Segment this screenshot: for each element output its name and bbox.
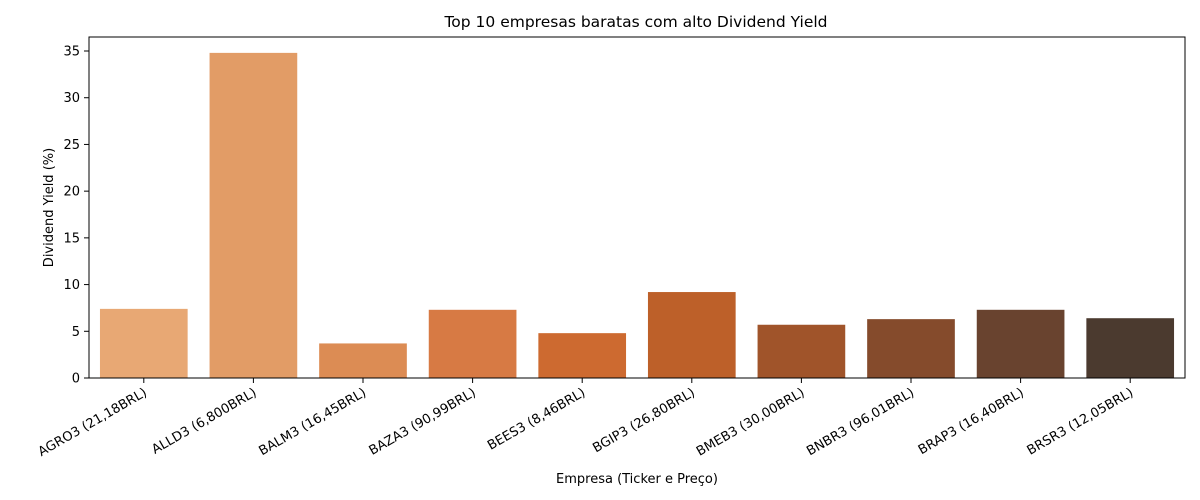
x-tick-label-9: BRSR3 (12,05BRL) (1025, 385, 1137, 458)
y-axis: 0 5 10 15 20 25 30 35 (63, 45, 89, 387)
bars-group (99, 52, 1175, 378)
plot-frame (88, 36, 1186, 379)
chart-title: Top 10 empresas baratas com alto Dividen… (443, 13, 827, 31)
x-tick-label-4: BEES3 (8,46BRL) (485, 385, 588, 453)
y-tick-label-1: 5 (72, 325, 80, 340)
y-tick-label-5: 25 (63, 138, 80, 153)
bar-0 (99, 308, 188, 378)
bar-3 (428, 309, 517, 378)
y-tick-label-4: 20 (63, 185, 80, 200)
x-tick-label-0: AGRO3 (21,18BRL) (36, 385, 150, 459)
y-tick-label-0: 0 (72, 372, 80, 387)
bar-8 (976, 309, 1065, 378)
x-tick-label-3: BAZA3 (90,99BRL) (367, 385, 479, 458)
x-tick-label-1: ALLD3 (6,800BRL) (149, 385, 259, 457)
bar-6 (757, 324, 846, 378)
x-tick-label-2: BALM3 (16,45BRL) (257, 385, 369, 459)
x-axis-label: Empresa (Ticker e Preço) (556, 472, 718, 487)
bar-5 (647, 292, 736, 378)
y-tick-label-6: 30 (63, 91, 80, 106)
y-tick-label-3: 15 (63, 231, 80, 246)
bar-4 (538, 333, 627, 378)
bar-2 (319, 343, 407, 378)
y-tick-label-7: 35 (63, 45, 80, 60)
x-tick-label-5: BGIP3 (26,80BRL) (590, 385, 697, 456)
y-tick-label-2: 10 (63, 278, 80, 293)
y-axis-label: Dividend Yield (%) (42, 148, 57, 267)
x-tick-label-8: BRAP3 (16,40BRL) (916, 385, 1027, 458)
x-tick-label-7: BNBR3 (96,01BRL) (804, 385, 917, 459)
x-axis: AGRO3 (21,18BRL) ALLD3 (6,800BRL)BALM3 (1… (36, 378, 1136, 460)
bar-1 (209, 52, 298, 378)
bar-7 (867, 319, 955, 378)
bar-9 (1086, 318, 1175, 378)
x-tick-label-6: BMEB3 (30,00BRL) (694, 385, 807, 459)
